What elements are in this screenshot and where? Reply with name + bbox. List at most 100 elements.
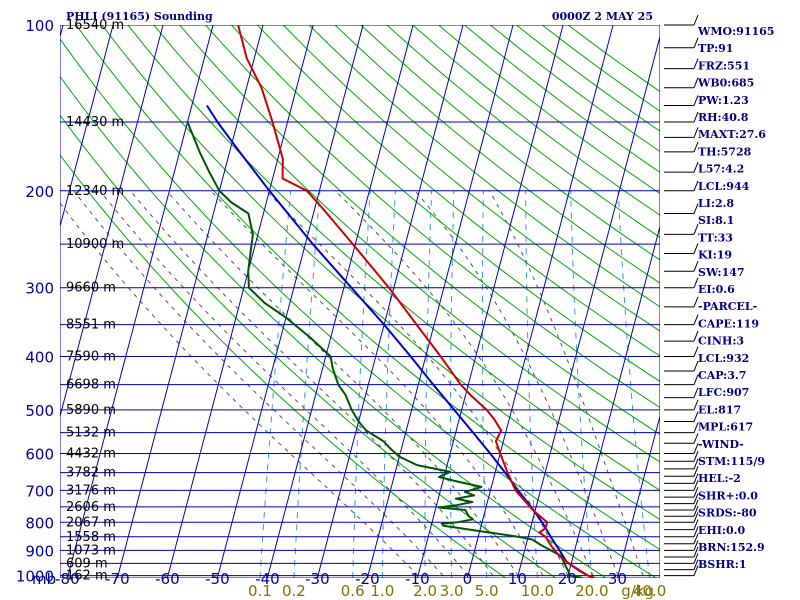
temperature-tick-0: -80 — [55, 570, 80, 588]
height-label-17: 609 m — [66, 556, 108, 571]
wind-barb-37 — [664, 141, 699, 153]
wind-barb-flag — [693, 466, 699, 477]
parcel-trace — [206, 104, 589, 577]
mixing-ratio-label-3: 1.0 — [370, 582, 394, 600]
moist-adiabat-3 — [129, 190, 494, 576]
wind-barb-39 — [664, 111, 699, 123]
wind-barb-flag — [693, 141, 699, 153]
mixing-ratio-line-4 — [424, 190, 433, 578]
wind-barb-24 — [664, 374, 699, 386]
height-label-16: 1073 m — [66, 543, 116, 558]
wind-barb-flag — [693, 374, 699, 385]
dry-adiabat-10 — [231, 25, 660, 383]
wind-barb-21 — [664, 411, 699, 423]
index-11: SI:8.1 — [698, 214, 734, 227]
isotherm-m50 — [216, 25, 364, 578]
wind-barb-flag — [693, 565, 699, 576]
mixing-ratio-label-7: 10.0 — [521, 582, 554, 600]
index-15: EI:0.6 — [698, 283, 735, 296]
isotherm-m100 — [60, 25, 114, 229]
wind-barb-12 — [664, 486, 699, 498]
temperature-tick-4: -40 — [255, 570, 280, 588]
wind-barb-flag — [693, 533, 699, 544]
index-8: L57:4.2 — [698, 163, 744, 176]
height-label-8: 5890 m — [66, 403, 116, 418]
height-label-3: 10900 m — [66, 237, 124, 252]
isotherm-m60 — [166, 25, 314, 578]
height-label-12: 3176 m — [66, 483, 116, 498]
temperature-tick-11: 30 — [608, 570, 627, 588]
wind-barb-44 — [664, 14, 699, 26]
index-26: HEL:-2 — [698, 472, 741, 485]
dry-adiabat-4 — [75, 25, 660, 551]
pressure-temperature-grid — [60, 25, 660, 578]
wind-barb-36 — [664, 161, 699, 173]
wind-barb-9 — [664, 506, 699, 517]
wind-barb-26 — [664, 346, 699, 358]
wind-barb-31 — [664, 261, 699, 272]
mixing-ratio-label-9: 40.0 — [633, 582, 666, 600]
index-12: TT:33 — [698, 231, 733, 244]
wind-barb-flag — [693, 553, 699, 564]
wind-barb-flag — [693, 161, 699, 173]
pressure-axis-labels: 100 200 300 400 500 600 700 800 900 1000 — [16, 17, 54, 586]
sounding-traces — [186, 25, 596, 578]
temperature-axis-labels: mb-80 -70 -60 -50 -40 -30 -20 -10 0 10 20 30 — [32, 570, 627, 588]
pressure-label-700: 700 — [25, 482, 54, 500]
wind-barb-10 — [664, 499, 699, 511]
temperature-tick-10: 20 — [558, 570, 577, 588]
pressure-label-600: 600 — [25, 445, 54, 463]
height-label-18: 162 m — [66, 569, 108, 584]
wind-barb-27 — [664, 330, 699, 342]
wind-barb-flag — [693, 399, 699, 411]
wind-barb-flag — [693, 243, 699, 254]
valid-time: 0000Z 2 MAY 25 — [552, 10, 653, 23]
pressure-label-500: 500 — [25, 402, 54, 420]
pressure-label-100: 100 — [25, 17, 54, 35]
temperature-tick-3: -50 — [205, 570, 230, 588]
wind-barb-22 — [664, 399, 699, 411]
index-27: SHR+:0.0 — [698, 489, 758, 502]
wind-barb-30 — [664, 277, 699, 289]
wind-barb-14 — [664, 473, 699, 484]
wind-barb-flag — [693, 458, 699, 470]
wind-barb-flag — [693, 433, 699, 444]
isotherm-30 — [616, 414, 660, 578]
temperature-tick-6: -20 — [355, 570, 380, 588]
wind-barb-20 — [664, 422, 699, 434]
wind-barb-flag — [693, 519, 699, 530]
mixing-ratio-line-2 — [352, 190, 371, 578]
index-10: LI:2.8 — [698, 197, 734, 210]
moist-adiabat-0 — [60, 202, 419, 576]
mixing-ratio-label-6: 5.0 — [475, 582, 499, 600]
index-1: TP:91 — [698, 42, 733, 55]
wind-barb-19 — [664, 433, 699, 444]
index-30: BRN:152.9 — [698, 541, 765, 554]
stability-indices-panel: WMO:91165 TP:91 FRZ:551 WB0:685 PW:1.23 RH:40… — [697, 25, 774, 571]
temperature-tick-2: -60 — [155, 570, 180, 588]
wind-barb-flag — [693, 559, 699, 570]
isotherm-10 — [516, 34, 660, 578]
wind-barb-32 — [664, 243, 699, 254]
index-3: WB0:685 — [697, 77, 754, 90]
wind-barb-flag — [693, 499, 699, 511]
wind-barb-flag — [693, 422, 699, 433]
wind-barb-flag — [693, 37, 699, 48]
moist-adiabat-2 — [99, 190, 469, 576]
moist-adiabat-4 — [166, 190, 519, 576]
pressure-label-300: 300 — [25, 280, 54, 298]
mixing-ratio-label-8: 20.0 — [575, 582, 608, 600]
mixing-ratio-line-5 — [449, 190, 455, 578]
wind-barb-43 — [664, 37, 699, 49]
temperature-trace — [237, 25, 596, 578]
wind-barb-flag — [693, 203, 699, 214]
wind-barb-flag — [693, 546, 699, 558]
wind-barb-flag — [693, 330, 699, 342]
wind-barb-flag — [693, 360, 699, 372]
temperature-tick-1: -70 — [105, 570, 130, 588]
dry-adiabat-23 — [567, 25, 660, 93]
mixing-ratio-label-4: 2.0 — [413, 582, 437, 600]
mixing-ratio-line-1 — [293, 190, 321, 578]
pressure-label-900: 900 — [25, 542, 54, 560]
temperature-tick-8: 0 — [463, 570, 473, 588]
